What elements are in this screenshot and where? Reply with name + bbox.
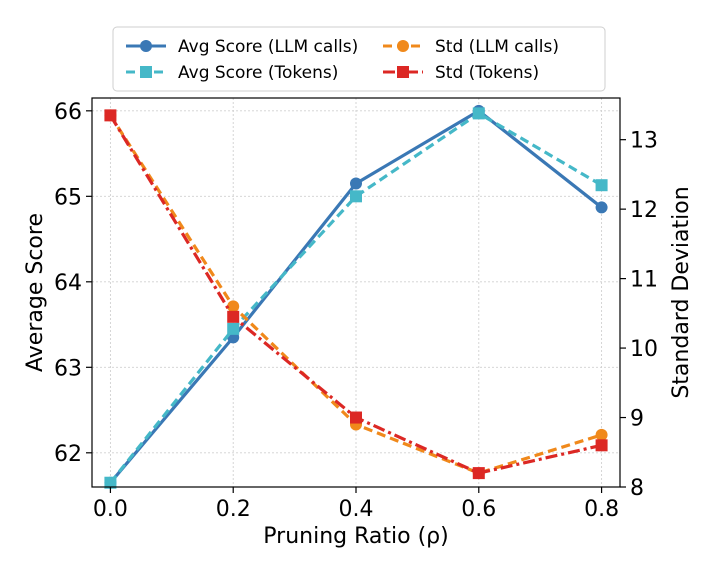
data-point [472, 107, 485, 120]
y-right-tick-label: 13 [630, 129, 658, 154]
grid [92, 98, 620, 487]
x-tick-label: 0.8 [584, 497, 619, 522]
legend-label: Std (Tokens) [435, 63, 539, 83]
series-1 [104, 107, 608, 489]
data-point [104, 476, 117, 489]
legend-marker [140, 40, 152, 52]
data-point [595, 428, 608, 441]
y-right-tick-label: 9 [630, 407, 644, 432]
legend-marker [397, 40, 409, 52]
x-tick-label: 0.6 [461, 497, 496, 522]
x-tick-label: 0.4 [339, 497, 374, 522]
series-line [109, 111, 603, 484]
y-left-tick-label: 64 [54, 271, 82, 296]
series-3 [104, 109, 608, 480]
legend-label: Avg Score (Tokens) [178, 63, 338, 83]
x-axis-title: Pruning Ratio (ρ) [263, 524, 448, 549]
y-left-axis-title: Average Score [23, 213, 48, 372]
y-right-tick-label: 8 [630, 476, 644, 501]
x-tick-label: 0.2 [216, 497, 251, 522]
legend-item: Avg Score (LLM calls) [126, 37, 358, 57]
legend-marker [140, 66, 152, 78]
y-left-tick-label: 65 [54, 185, 82, 210]
data-point [350, 190, 362, 203]
y-right-tick-label: 10 [630, 337, 658, 362]
data-point [104, 109, 117, 122]
data-point [350, 177, 362, 190]
y-left-tick-label: 66 [54, 100, 82, 125]
legend-label: Std (LLM calls) [435, 37, 559, 57]
y-left-tick-label: 63 [54, 356, 82, 381]
y-right-tick-label: 11 [630, 268, 658, 293]
legend-item: Avg Score (Tokens) [126, 63, 338, 83]
y-right-axis-title: Standard Deviation [669, 186, 694, 398]
legend-item: Std (LLM calls) [383, 37, 559, 57]
x-tick-label: 0.0 [93, 497, 128, 522]
data-point [350, 411, 362, 424]
data-point [595, 201, 608, 214]
data-point [227, 310, 240, 323]
data-point [227, 300, 240, 313]
data-point [472, 467, 485, 480]
y-right-tick-label: 12 [630, 198, 658, 223]
data-point [227, 322, 240, 335]
legend-marker [397, 66, 409, 78]
data-point [595, 179, 608, 192]
legend-item: Std (Tokens) [383, 63, 539, 83]
legend-label: Avg Score (LLM calls) [178, 37, 358, 57]
legend-box [112, 26, 606, 92]
legend: Avg Score (LLM calls) Avg Score (Tokens) S… [112, 26, 606, 92]
data-point [595, 439, 608, 452]
y-left-tick-label: 62 [54, 442, 82, 467]
